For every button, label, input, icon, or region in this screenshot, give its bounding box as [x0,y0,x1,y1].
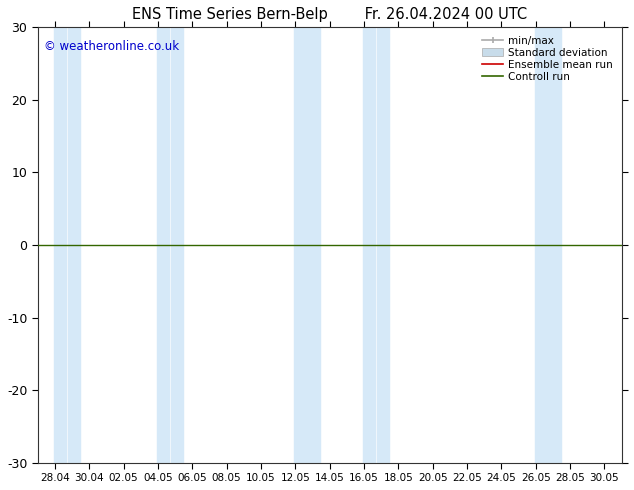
Bar [377,27,389,463]
Title: ENS Time Series Bern-Belp        Fr. 26.04.2024 00 UTC: ENS Time Series Bern-Belp Fr. 26.04.2024… [132,7,527,22]
Bar [68,27,80,463]
Bar [54,27,66,463]
Bar [534,27,547,463]
Bar [171,27,183,463]
Bar [548,27,560,463]
Bar [294,27,307,463]
Bar [157,27,169,463]
Bar [308,27,320,463]
Legend: min/max, Standard deviation, Ensemble mean run, Controll run: min/max, Standard deviation, Ensemble me… [479,32,616,85]
Bar [363,27,375,463]
Text: © weatheronline.co.uk: © weatheronline.co.uk [44,40,179,53]
